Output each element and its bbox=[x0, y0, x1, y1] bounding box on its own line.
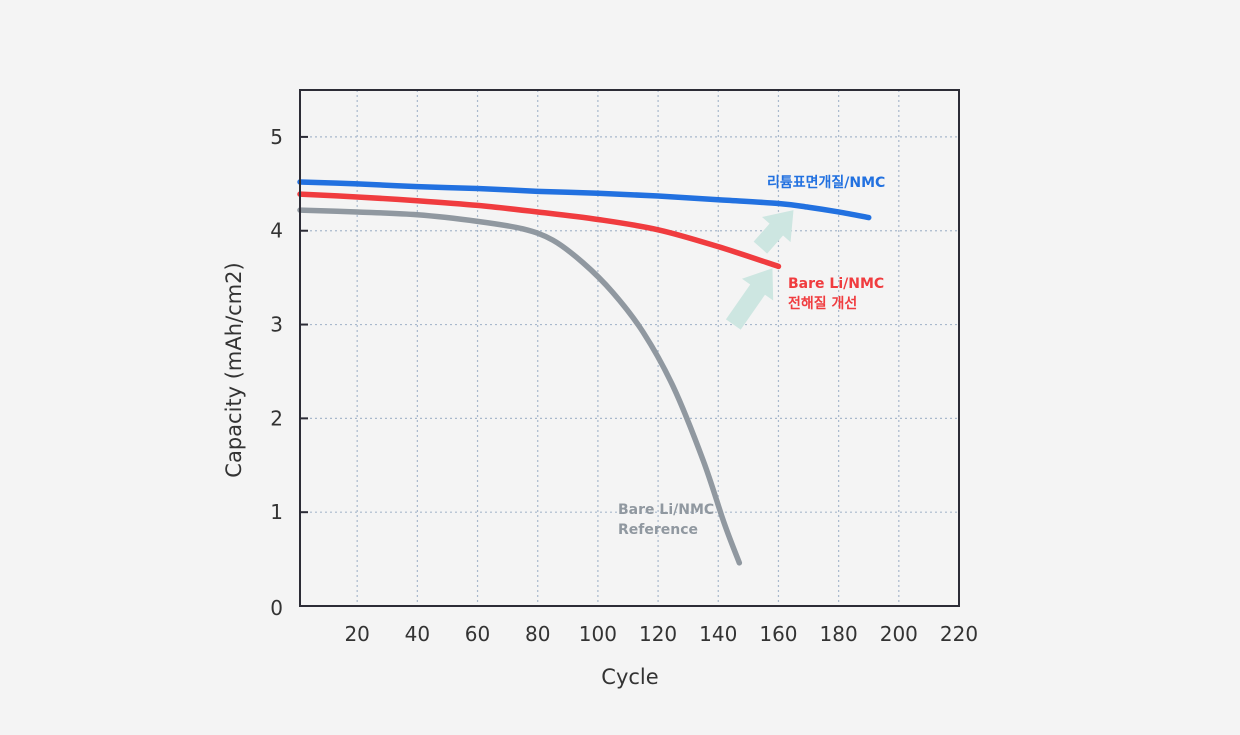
series-line bbox=[297, 207, 743, 566]
plot-frame bbox=[299, 89, 960, 607]
x-tick-label: 40 bbox=[405, 622, 430, 646]
axis-ticks: 20 40 60 80 100 120 140 160 180 200 220 0 1 2 3 4 5 bbox=[270, 125, 978, 646]
y-tick-label: 3 bbox=[270, 313, 283, 337]
series-label-line: Bare Li/NMC bbox=[788, 276, 884, 292]
y-tick-label: 4 bbox=[270, 219, 283, 243]
x-tick-label: 200 bbox=[880, 622, 918, 646]
y-tick-label: 1 bbox=[270, 500, 283, 524]
improvement-arrow bbox=[725, 268, 774, 330]
series-line bbox=[297, 179, 872, 221]
series-labels: 리튬표면개질/NMC Bare Li/NMC 전해질 개선 Bare Li/NMC Re… bbox=[618, 174, 885, 538]
y-axis-title: Capacity (mAh/cm2) bbox=[222, 262, 246, 477]
series-label-line: 리튬표면개질/NMC bbox=[767, 174, 885, 191]
series-label: Bare Li/NMC Reference bbox=[618, 502, 714, 538]
y-tick-label: 0 bbox=[270, 596, 283, 620]
x-tick-label: 120 bbox=[639, 622, 677, 646]
x-tick-label: 160 bbox=[759, 622, 797, 646]
x-tick-label: 80 bbox=[525, 622, 550, 646]
x-tick-label: 220 bbox=[940, 622, 978, 646]
x-tick-label: 20 bbox=[344, 622, 369, 646]
series-line bbox=[297, 191, 782, 270]
improvement-arrow bbox=[753, 210, 794, 254]
y-tick-label: 2 bbox=[270, 406, 283, 430]
grid bbox=[300, 90, 959, 606]
improvement-arrows bbox=[725, 210, 794, 330]
series-label-line: Reference bbox=[618, 522, 698, 538]
x-tick-label: 140 bbox=[699, 622, 737, 646]
y-tick-label: 5 bbox=[270, 125, 283, 149]
series-label: Bare Li/NMC 전해질 개선 bbox=[788, 276, 884, 312]
x-tick-label: 60 bbox=[465, 622, 490, 646]
series-label-line: 전해질 개선 bbox=[788, 295, 857, 312]
x-tick-label: 100 bbox=[579, 622, 617, 646]
x-tick-label: 180 bbox=[820, 622, 858, 646]
series-lines bbox=[297, 179, 872, 566]
series-label: 리튬표면개질/NMC bbox=[767, 174, 885, 191]
series-label-line: Bare Li/NMC bbox=[618, 502, 714, 518]
x-axis-title: Cycle bbox=[601, 665, 658, 689]
